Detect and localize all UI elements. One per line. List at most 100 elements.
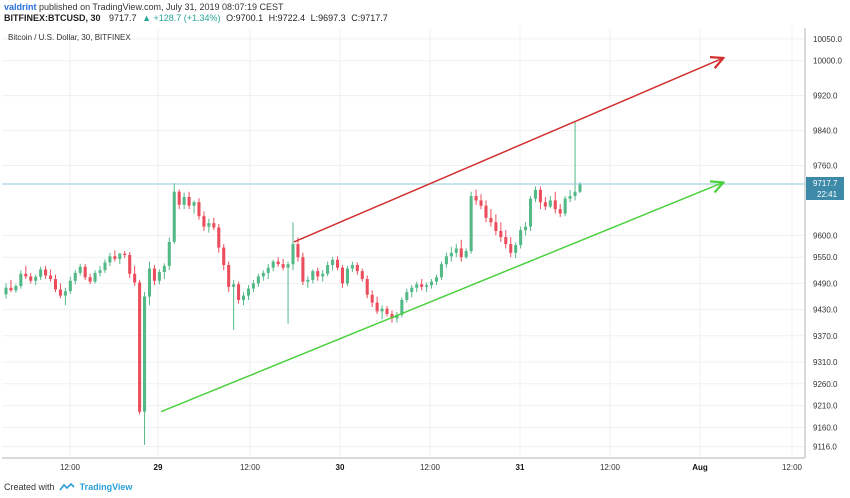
candle-body <box>98 270 102 273</box>
publish-info: published on TradingView.com, July 31, 2… <box>39 2 284 12</box>
price-change: ▲ +128.7 (+1.34%) <box>142 13 221 23</box>
candle-body <box>509 244 513 253</box>
candle-body <box>296 244 300 258</box>
candle-body <box>172 191 176 242</box>
candle-body <box>464 251 468 258</box>
candle-body <box>533 189 537 199</box>
candle-body <box>133 273 137 283</box>
candle-body <box>192 202 196 206</box>
y-tick-label: 9430.0 <box>813 306 838 315</box>
x-tick-label: 31 <box>516 463 525 472</box>
candle-body <box>167 241 171 266</box>
x-tick-label: 12:00 <box>782 463 803 472</box>
candle-body <box>118 253 122 259</box>
candle-body <box>514 244 518 253</box>
candle-body <box>340 267 345 284</box>
candle-body <box>266 267 270 273</box>
last-price-tag <box>806 176 844 189</box>
candle-body <box>459 248 463 258</box>
y-tick-label: 9840.0 <box>813 127 838 136</box>
candle-body <box>34 276 38 281</box>
candle-body <box>365 279 369 295</box>
candle-body <box>439 264 443 278</box>
candle-body <box>504 237 508 245</box>
symbol-label[interactable]: BITFINEX:BTCUSD, 30 <box>4 13 101 23</box>
candle-body <box>519 230 523 245</box>
candle-body <box>499 230 503 238</box>
candle-body <box>143 296 147 412</box>
candle-body <box>326 265 330 274</box>
price-chart[interactable]: 10050.0 10000.0 9920.0 9840.0 9760.0 9600.0 95… <box>0 28 850 480</box>
close-value: C:9717.7 <box>351 13 388 23</box>
candle-body <box>578 183 582 192</box>
candle-body <box>44 269 48 276</box>
candle-body <box>350 265 354 269</box>
candle-body <box>420 284 424 287</box>
countdown-tag-text: 22:41 <box>817 190 838 199</box>
candle-body <box>395 314 399 319</box>
candle-body <box>355 265 359 272</box>
candle-body <box>400 299 404 315</box>
candle-body <box>390 313 394 319</box>
x-tick-label: 12:00 <box>600 463 621 472</box>
tradingview-logo-icon[interactable] <box>59 482 75 493</box>
candle-body <box>113 256 117 259</box>
candle-body <box>311 271 315 280</box>
candle-body <box>177 191 181 205</box>
candle-body <box>197 202 201 217</box>
candle-body <box>39 269 43 277</box>
candle-body <box>430 281 434 286</box>
y-tick-label: 9370.0 <box>813 332 838 341</box>
candle-body <box>123 253 127 256</box>
chart-area[interactable]: 10050.0 10000.0 9920.0 9840.0 9760.0 9600.0 95… <box>0 28 850 480</box>
author-name[interactable]: valdrint <box>4 2 37 12</box>
candle-body <box>157 272 161 281</box>
candle-body <box>58 289 62 296</box>
candle-body <box>237 284 241 300</box>
candle-body <box>152 268 156 281</box>
candle-body <box>543 202 547 207</box>
candle-body <box>108 256 112 263</box>
candle-body <box>29 276 33 281</box>
candle-body <box>128 255 132 274</box>
chart-subtitle: Bitcoin / U.S. Dollar, 30, BITFINEX <box>8 33 131 42</box>
candle-body <box>489 217 493 223</box>
candle-body <box>162 265 166 273</box>
upper-trendline <box>293 59 722 243</box>
candle-body <box>93 272 97 282</box>
x-tick-label: 12:00 <box>240 463 261 472</box>
last-price: 9717.7 <box>109 13 137 23</box>
candle-body <box>316 271 320 277</box>
candle-body <box>9 287 13 291</box>
candle-body <box>232 284 236 287</box>
candle-body <box>53 279 58 290</box>
candle-body <box>49 275 53 280</box>
candle-body <box>4 287 8 295</box>
candle-body <box>410 287 414 293</box>
y-tick-label: 9160.0 <box>813 423 838 432</box>
candle-body <box>291 244 295 265</box>
candle-body <box>375 302 379 312</box>
candle-body <box>528 198 533 227</box>
candle-body <box>360 271 364 280</box>
candle-body <box>222 247 226 266</box>
publish-header: valdrint published on TradingView.com, J… <box>4 2 284 12</box>
candle-body <box>474 196 478 201</box>
candle-body <box>484 205 488 218</box>
candle-body <box>276 261 280 265</box>
y-tick-label: 9116.0 <box>813 443 837 452</box>
open-value: O:9700.1 <box>226 13 264 23</box>
candle-body <box>256 276 260 284</box>
y-tick-label: 9310.0 <box>813 358 838 367</box>
candle-body <box>370 294 374 303</box>
x-tick-label: 30 <box>336 463 345 472</box>
high-value: H:9722.4 <box>268 13 306 23</box>
candle-body <box>479 200 483 206</box>
candle-body <box>331 259 335 266</box>
candle-body <box>88 277 92 282</box>
x-tick-label: 29 <box>154 463 163 472</box>
candle-body <box>345 268 349 284</box>
candle-body <box>524 226 528 231</box>
tradingview-brand[interactable]: TradingView <box>79 482 133 492</box>
candle-body <box>227 265 231 287</box>
